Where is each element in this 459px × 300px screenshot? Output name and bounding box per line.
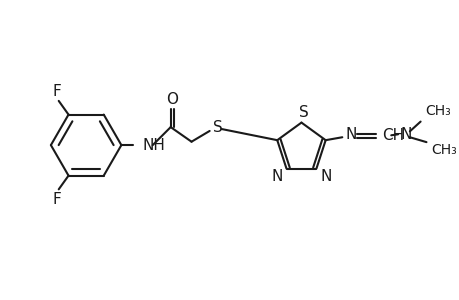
Text: CH₃: CH₃ bbox=[431, 143, 456, 157]
Text: CH: CH bbox=[381, 128, 403, 143]
Text: S: S bbox=[298, 105, 308, 120]
Text: N: N bbox=[345, 127, 356, 142]
Text: F: F bbox=[52, 192, 61, 207]
Text: N: N bbox=[270, 169, 282, 184]
Text: N: N bbox=[399, 127, 411, 142]
Text: S: S bbox=[212, 119, 222, 134]
Text: O: O bbox=[165, 92, 177, 107]
Text: NH: NH bbox=[143, 138, 165, 153]
Text: F: F bbox=[52, 84, 61, 99]
Text: CH₃: CH₃ bbox=[425, 104, 450, 118]
Text: N: N bbox=[320, 169, 331, 184]
